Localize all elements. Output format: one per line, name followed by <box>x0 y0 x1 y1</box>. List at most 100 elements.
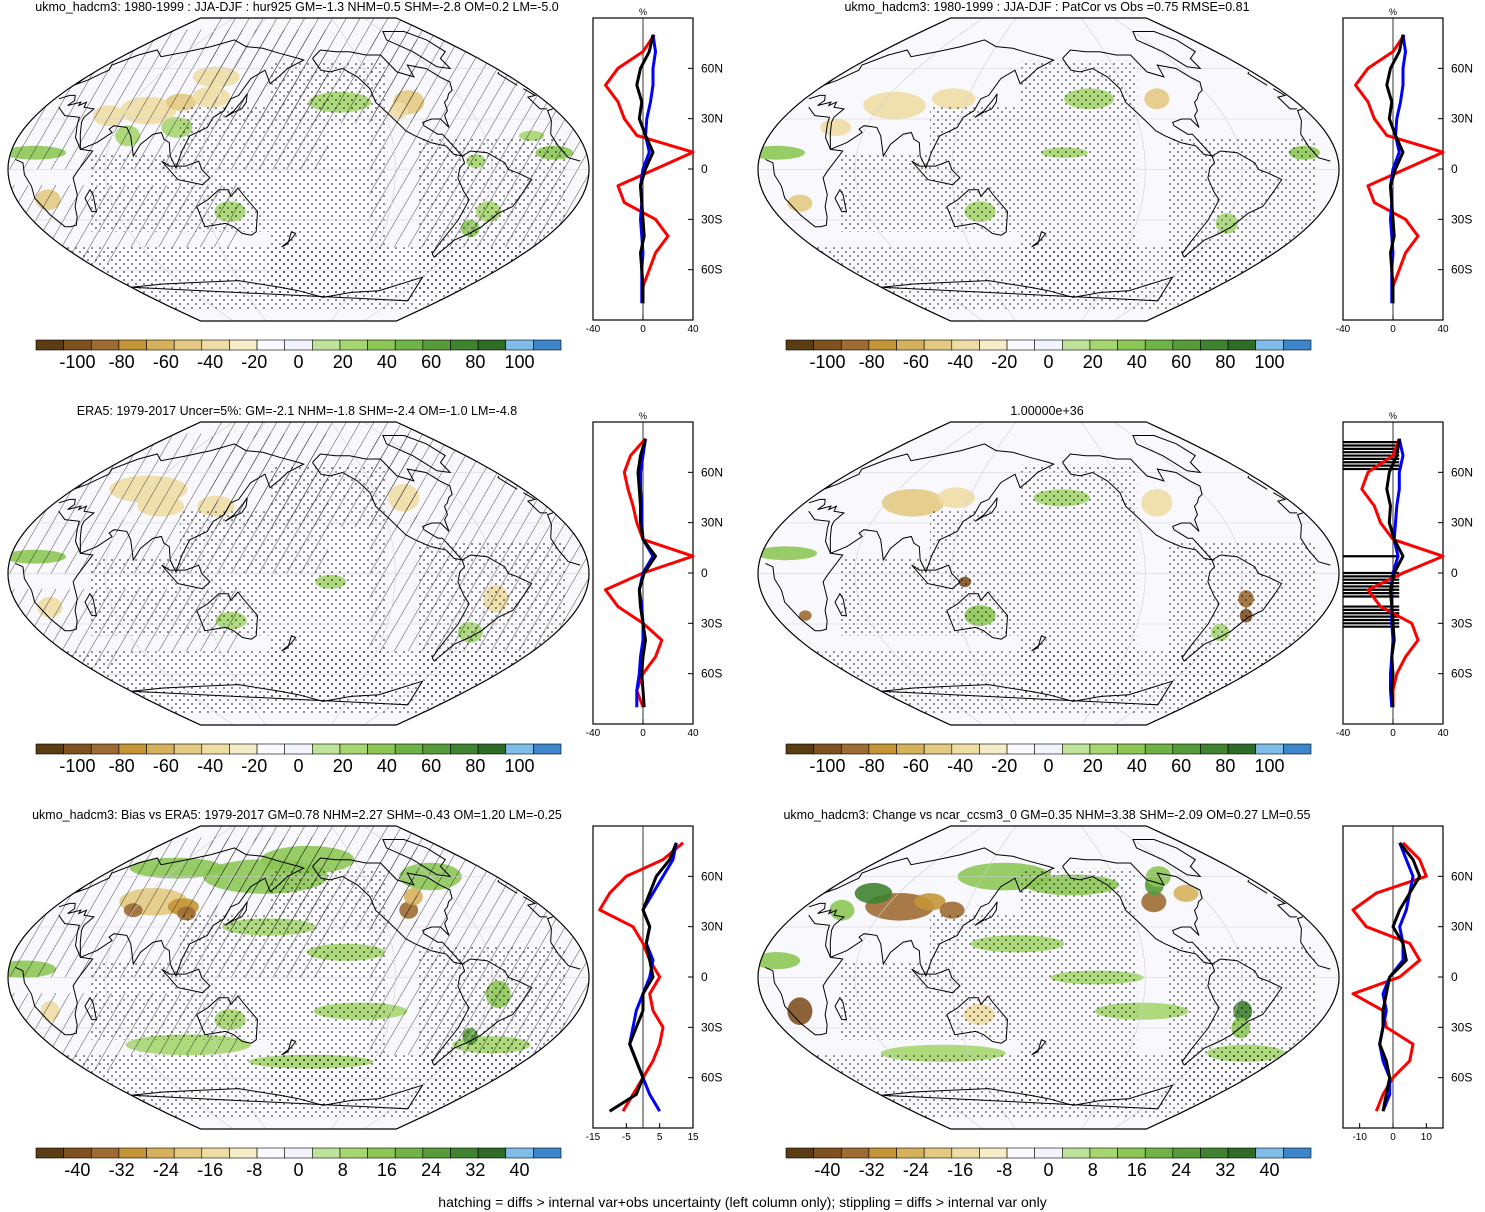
colorbar-swatch <box>394 339 424 351</box>
colorbar-label: -8 <box>246 1160 263 1180</box>
coastline-eurasia <box>58 847 548 978</box>
colorbar-swatch <box>422 1147 451 1159</box>
colorbar-label: -24 <box>902 1160 929 1180</box>
colorbar-swatch <box>1034 1147 1063 1159</box>
anomaly-patch <box>787 194 813 212</box>
colorbar-swatch <box>63 1147 92 1159</box>
zonal-lat-label: 30S <box>1451 616 1472 630</box>
colorbar-label: 60 <box>421 756 442 776</box>
colorbar-swatch <box>923 339 953 351</box>
zonal-x-tick-label: -40 <box>1336 324 1351 335</box>
colorbar-label: -60 <box>902 352 929 372</box>
colorbar-swatch <box>533 743 562 755</box>
colorbar-swatch <box>339 1147 368 1159</box>
colorbar-label: -40 <box>197 352 224 372</box>
zonal-lat-label: 30N <box>701 920 723 934</box>
world-map <box>752 418 1345 729</box>
anomaly-patch <box>820 118 852 136</box>
map-outline <box>7 17 590 322</box>
zonal-x-tick-label: 40 <box>687 324 699 335</box>
zonal-x-tick-label: 0 <box>1390 728 1396 739</box>
zonal-x-tick-label: 0 <box>1390 324 1396 335</box>
zonal-series-black <box>636 438 657 708</box>
colorbar-swatch <box>785 339 814 351</box>
colorbar-label: 80 <box>465 756 486 776</box>
coastline-namerica <box>1062 49 1214 157</box>
coastline-greenland <box>382 435 452 474</box>
colorbar-swatch <box>1062 339 1091 351</box>
colorbar-label: 0 <box>1043 1160 1054 1180</box>
coastline-antarctica <box>881 1084 1174 1110</box>
coastline-nz <box>1031 635 1047 652</box>
colorbar-label: 24 <box>421 1160 442 1180</box>
zonal-lat-label: 60N <box>701 61 723 75</box>
colorbar-swatch <box>896 339 925 351</box>
colorbar-swatch <box>813 1147 842 1159</box>
zonal-mean-plot: 60N 30N 0 30S 60S -40 0 40% <box>586 7 733 341</box>
coastline-madagascar <box>834 592 848 617</box>
coastline-japan <box>974 901 998 926</box>
colorbar-swatch <box>201 339 230 351</box>
colorbar-label: -32 <box>858 1160 885 1180</box>
colorbar-swatch <box>1089 339 1118 351</box>
anomaly-patch <box>758 145 805 160</box>
colorbar-label: -16 <box>947 1160 974 1180</box>
coastline-namerica <box>312 453 464 561</box>
colorbar-swatch <box>229 1147 258 1159</box>
zonal-x-tick-label: 40 <box>1437 324 1449 335</box>
colorbar-label: 32 <box>465 1160 486 1180</box>
coastline-nz <box>1031 231 1047 248</box>
coastline-samerica <box>431 150 533 258</box>
colorbar-swatch <box>1227 1147 1257 1159</box>
zonal-x-tick-label: 40 <box>1437 728 1449 739</box>
colorbar-swatch <box>256 743 285 755</box>
zonal-mean-plot: 60N 30N 0 30S 60S -40 0 40% <box>1336 7 1483 341</box>
colorbar-label: 80 <box>1215 352 1236 372</box>
coastline-antarctica <box>881 276 1174 302</box>
coastline-madagascar <box>84 996 98 1021</box>
colorbar-label: -20 <box>991 352 1018 372</box>
colorbar-label: 0 <box>293 756 304 776</box>
zonal-x-tick-label: 15 <box>687 1132 699 1143</box>
colorbar-swatch <box>840 743 870 755</box>
colorbar-label: 8 <box>1087 1160 1098 1180</box>
zonal-series-black <box>1385 34 1405 304</box>
zonal-x-tick-label: 40 <box>687 728 699 739</box>
colorbar-label: 0 <box>293 1160 304 1180</box>
zonal-x-tick-label: -40 <box>1336 728 1351 739</box>
coastline-namerica <box>312 49 464 157</box>
zonal-lat-label: 30N <box>701 112 723 126</box>
coastline-africa <box>15 106 581 228</box>
zonal-x-tick-label: -10 <box>1352 1132 1367 1143</box>
zonal-x-tick-label: -40 <box>586 324 601 335</box>
coastline-samerica <box>431 958 533 1066</box>
zonal-lat-label: 60N <box>1451 869 1473 883</box>
colorbar-swatch <box>1062 743 1091 755</box>
colorbar-swatch <box>1117 743 1146 755</box>
colorbar: -100 -80 -60 -40 -20 0 20 40 60 80 100 <box>785 338 1312 378</box>
coastline-australia <box>196 995 259 1044</box>
coastline-japan <box>224 93 248 118</box>
coastline-greenland <box>1132 31 1202 70</box>
zonal-lat-label: 60S <box>1451 263 1472 277</box>
zonal-lat-label: 30N <box>1451 920 1473 934</box>
colorbar-swatch <box>1089 743 1118 755</box>
stippling-layer <box>781 60 1316 310</box>
colorbar-swatch <box>979 1147 1008 1159</box>
colorbar-label: 40 <box>376 352 397 372</box>
anomaly-patch <box>931 88 976 110</box>
colorbar-swatch <box>450 1147 479 1159</box>
graticule <box>758 826 1339 1129</box>
colorbar-label: 0 <box>293 352 304 372</box>
colorbar-swatch <box>229 743 258 755</box>
anomaly-patch <box>1173 884 1199 902</box>
zonal-x-tick-label: 0 <box>640 324 646 335</box>
zonal-lat-label: 60N <box>701 869 723 883</box>
colorbar-swatch <box>868 339 897 351</box>
world-map <box>752 14 1345 325</box>
colorbar-swatch <box>840 339 870 351</box>
colorbar-swatch <box>1117 1147 1146 1159</box>
coastline-madagascar <box>834 996 848 1021</box>
zonal-x-tick-label: -15 <box>586 1132 601 1143</box>
zonal-unit-label: % <box>1389 7 1397 17</box>
